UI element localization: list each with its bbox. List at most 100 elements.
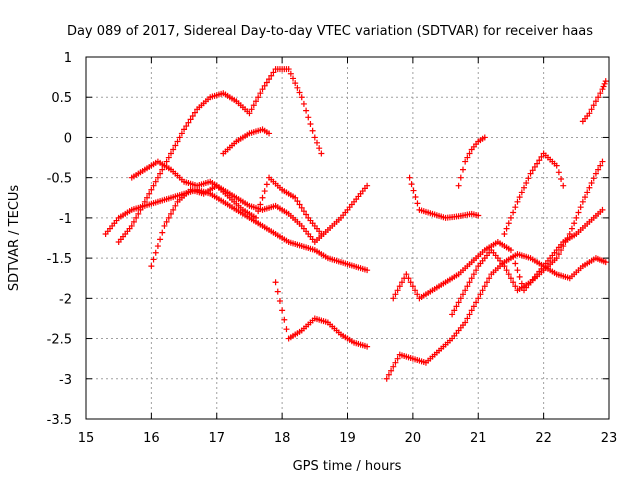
data-point bbox=[566, 230, 573, 237]
data-point bbox=[602, 78, 609, 85]
data-point bbox=[137, 206, 144, 213]
data-point bbox=[507, 247, 514, 254]
data-point bbox=[311, 134, 318, 141]
data-point bbox=[266, 130, 273, 137]
data-point bbox=[595, 166, 602, 173]
data-point bbox=[318, 150, 325, 157]
data-point bbox=[130, 218, 137, 225]
data-point bbox=[512, 283, 519, 290]
data-point bbox=[318, 230, 325, 237]
data-point bbox=[163, 218, 170, 225]
data-point bbox=[588, 180, 595, 187]
data-point bbox=[597, 90, 604, 97]
data-point bbox=[510, 279, 517, 286]
data-point bbox=[305, 114, 312, 121]
data-point bbox=[257, 90, 264, 97]
data-point bbox=[172, 202, 179, 209]
data-point bbox=[152, 249, 159, 256]
series-track-l bbox=[579, 78, 609, 125]
data-points bbox=[102, 66, 609, 382]
data-point bbox=[248, 106, 255, 113]
series-track-b bbox=[115, 66, 325, 246]
y-tick-label: 0.5 bbox=[51, 91, 72, 106]
data-point bbox=[364, 267, 371, 274]
data-point bbox=[462, 287, 469, 294]
data-point bbox=[163, 158, 170, 165]
data-point bbox=[176, 134, 183, 141]
data-point bbox=[523, 180, 530, 187]
data-point bbox=[481, 283, 488, 290]
data-point bbox=[261, 82, 268, 89]
data-point bbox=[263, 181, 270, 188]
data-point bbox=[412, 287, 419, 294]
data-point bbox=[298, 94, 305, 101]
data-point bbox=[538, 153, 545, 160]
y-tick-label: 1 bbox=[64, 51, 72, 66]
data-point bbox=[144, 194, 151, 201]
data-point bbox=[555, 251, 562, 258]
series-track-a bbox=[102, 186, 371, 274]
data-point bbox=[599, 206, 606, 213]
series-track-h bbox=[390, 206, 606, 302]
data-point bbox=[263, 79, 270, 86]
series-track-j bbox=[455, 134, 488, 189]
data-point bbox=[457, 174, 464, 181]
data-point bbox=[592, 98, 599, 105]
data-point bbox=[584, 189, 591, 196]
data-point bbox=[135, 210, 142, 217]
data-point bbox=[599, 86, 606, 93]
data-point bbox=[170, 206, 177, 213]
data-point bbox=[157, 170, 164, 177]
data-point bbox=[414, 291, 421, 298]
data-point bbox=[252, 214, 259, 221]
data-point bbox=[388, 367, 395, 374]
data-point bbox=[468, 307, 475, 314]
data-point bbox=[512, 204, 519, 211]
data-point bbox=[501, 263, 508, 270]
x-tick-label: 18 bbox=[274, 431, 291, 446]
data-point bbox=[575, 209, 582, 216]
data-point bbox=[133, 214, 140, 221]
data-point bbox=[514, 267, 521, 274]
data-point bbox=[392, 291, 399, 298]
data-point bbox=[150, 256, 157, 263]
data-point bbox=[270, 69, 277, 76]
data-point bbox=[313, 139, 320, 146]
data-point bbox=[555, 169, 562, 176]
data-point bbox=[154, 174, 161, 181]
data-point bbox=[390, 295, 397, 302]
data-point bbox=[531, 163, 538, 170]
data-point bbox=[167, 150, 174, 157]
data-point bbox=[307, 121, 314, 128]
data-point bbox=[276, 298, 283, 305]
series-track-k bbox=[501, 150, 567, 237]
data-point bbox=[300, 100, 307, 107]
axis-ticks: 15 16 17 18 19 20 21 22 23 1 0.5 0 -0.5 -1 -1.5 -2 -2.5 -… bbox=[47, 51, 618, 446]
y-tick-label: -1 bbox=[59, 212, 72, 227]
x-tick-label: 20 bbox=[405, 431, 422, 446]
data-point bbox=[459, 291, 466, 298]
data-point bbox=[292, 80, 299, 87]
data-point bbox=[558, 176, 565, 183]
data-point bbox=[457, 295, 464, 302]
data-point bbox=[139, 202, 146, 209]
data-point bbox=[462, 158, 469, 165]
data-point bbox=[525, 175, 532, 182]
data-point bbox=[309, 127, 316, 134]
data-point bbox=[154, 243, 161, 250]
data-point bbox=[503, 225, 510, 232]
y-tick-label: -1.5 bbox=[47, 252, 72, 267]
data-point bbox=[266, 76, 273, 83]
data-point bbox=[150, 182, 157, 189]
data-point bbox=[390, 363, 397, 370]
data-point bbox=[597, 162, 604, 169]
data-point bbox=[414, 200, 421, 207]
data-point bbox=[464, 154, 471, 161]
data-point bbox=[298, 204, 305, 211]
data-point bbox=[364, 182, 371, 189]
data-point bbox=[527, 170, 534, 177]
data-point bbox=[505, 220, 512, 227]
data-point bbox=[518, 189, 525, 196]
y-tick-label: -2 bbox=[59, 292, 72, 307]
